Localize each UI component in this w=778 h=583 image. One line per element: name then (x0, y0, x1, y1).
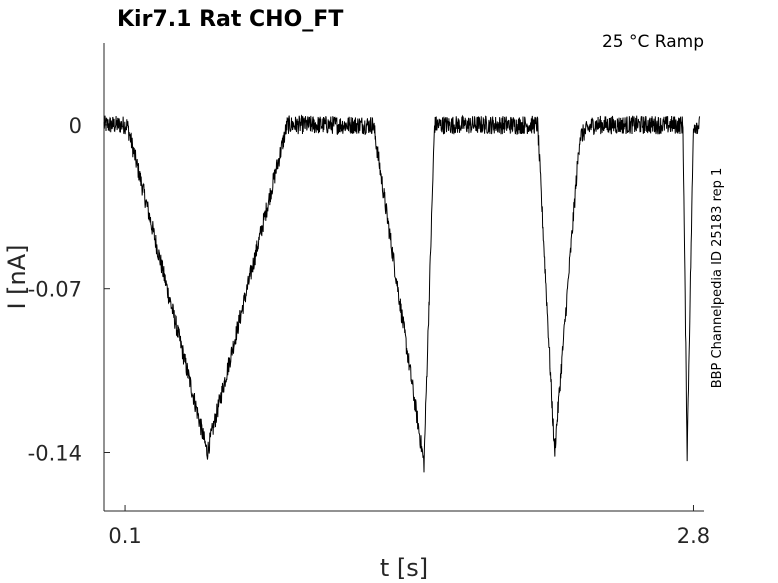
chart-title: Kir7.1 Rat CHO_FT (117, 7, 343, 32)
chart-subtitle: 25 °C Ramp (602, 32, 704, 52)
y-axis-label: I [nA] (3, 244, 31, 309)
x-tick-label: 0.1 (108, 524, 141, 548)
x-tick-label: 2.8 (677, 524, 710, 548)
plot-area: 0 -0.07 -0.14 0.1 2.8 (28, 43, 710, 548)
y-tick-label: -0.07 (28, 278, 82, 302)
series-line-0 (103, 114, 701, 473)
y-tick-label: 0 (69, 114, 82, 138)
x-axis-label: t [s] (380, 554, 428, 582)
y-ticks: 0 -0.07 -0.14 (28, 114, 110, 466)
side-label: BBP Channelpedia ID 25183 rep 1 (710, 168, 725, 389)
y-tick-label: -0.14 (28, 442, 82, 466)
series-layer (103, 114, 701, 473)
x-ticks: 0.1 2.8 (108, 505, 710, 548)
